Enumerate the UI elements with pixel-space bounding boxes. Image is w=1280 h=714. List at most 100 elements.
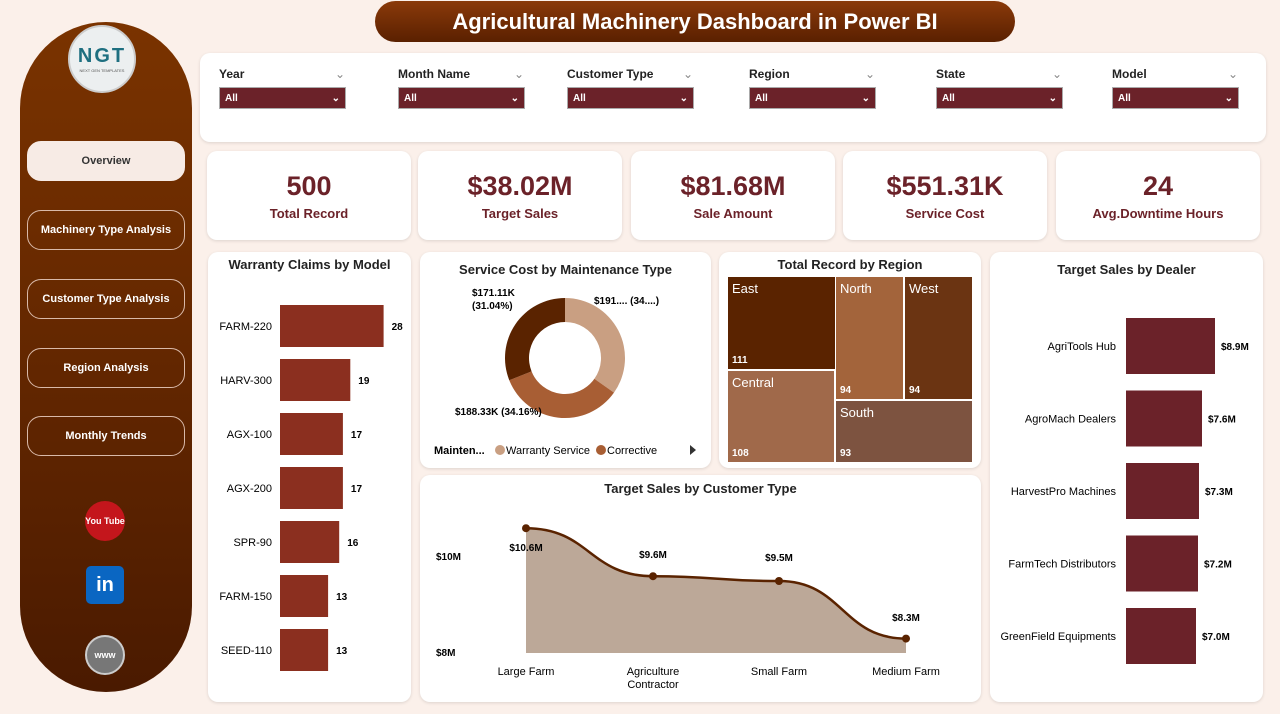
treemap-tile[interactable]: West 94: [905, 277, 972, 399]
chevron-down-icon[interactable]: ⌄: [513, 67, 524, 81]
data-label: 17: [351, 484, 363, 495]
category-label: HARV-300: [220, 375, 272, 387]
treemap-tile[interactable]: South 93: [836, 401, 972, 462]
region-treemap-card: Total Record by Region East 111 North 94 Wes…: [719, 252, 981, 468]
data-label: 19: [358, 376, 370, 387]
chevron-down-icon: ⌄: [679, 92, 688, 104]
warranty-chart-card: Warranty Claims by Model FARM-220 28 HARV-…: [208, 252, 411, 702]
bar[interactable]: [1126, 318, 1215, 374]
youtube-icon[interactable]: You Tube: [85, 501, 125, 541]
bar[interactable]: [1126, 463, 1199, 519]
chevron-down-icon[interactable]: ⌄: [682, 67, 693, 81]
kpi-card: $81.68M Sale Amount: [631, 151, 835, 240]
chart-title: Target Sales by Dealer: [1057, 262, 1196, 277]
kpi-card: $38.02M Target Sales: [418, 151, 622, 240]
nav-monthly-trends[interactable]: Monthly Trends: [27, 416, 185, 456]
bar[interactable]: [1126, 608, 1196, 664]
chevron-down-icon[interactable]: ⌄: [1227, 67, 1238, 81]
data-label: 13: [336, 592, 348, 603]
service-cost-donut: $191.... (34....) $188.33K (34.16%) $171.1…: [434, 288, 696, 457]
filter-dropdown[interactable]: All ⌄: [219, 87, 346, 109]
bar[interactable]: [1126, 390, 1202, 447]
chevron-down-icon[interactable]: ⌄: [334, 67, 345, 81]
tile-label: West: [909, 281, 939, 296]
nav-customer-type-analysis[interactable]: Customer Type Analysis: [27, 279, 185, 319]
bar[interactable]: [1126, 535, 1198, 592]
chart-title: Target Sales by Customer Type: [604, 481, 797, 496]
chevron-down-icon[interactable]: ⌄: [1051, 67, 1062, 81]
filter-dropdown[interactable]: All ⌄: [749, 87, 876, 109]
kpi-value: $551.31K: [886, 170, 1004, 201]
tile-label: Central: [732, 375, 774, 390]
treemap-tile[interactable]: Central 108: [728, 371, 834, 462]
category-label: AGX-200: [227, 483, 272, 495]
data-label: 13: [336, 646, 348, 657]
area-fill: [526, 528, 906, 653]
filter-dropdown[interactable]: All ⌄: [936, 87, 1063, 109]
slice-label: $171.11K: [472, 288, 516, 299]
logo-text: NGT: [77, 45, 127, 67]
tile-label: South: [840, 405, 874, 420]
data-label: $7.0M: [1202, 632, 1230, 643]
category-label: GreenField Equipments: [1000, 631, 1116, 643]
category-label: FarmTech Distributors: [1008, 559, 1116, 571]
kpi-value: 24: [1142, 170, 1174, 201]
donut-slice[interactable]: [504, 298, 565, 381]
kpi-label: Avg.Downtime Hours: [1092, 205, 1224, 221]
nav-region-analysis[interactable]: Region Analysis: [27, 348, 185, 388]
filter-dropdown[interactable]: All ⌄: [1112, 87, 1239, 109]
treemap-tile[interactable]: North 94: [836, 277, 903, 399]
nav-label: Customer Type Analysis: [42, 293, 170, 305]
legend-marker: [495, 445, 505, 455]
treemap-tile[interactable]: East 111: [728, 277, 835, 369]
filter-month-name: Month Name ⌄ All ⌄: [398, 67, 525, 109]
chart-title: Warranty Claims by Model: [228, 257, 391, 272]
dealer-bar-chart: AgriTools Hub $8.9M AgroMach Dealers $7.6M H…: [1000, 318, 1249, 664]
data-label: $7.2M: [1204, 560, 1232, 571]
bar[interactable]: [280, 413, 343, 455]
bar[interactable]: [280, 521, 340, 563]
data-label: 17: [351, 430, 363, 441]
category-label: HarvestPro Machines: [1011, 486, 1117, 498]
customer-type-card: Target Sales by Customer Type $10M $8M $10…: [420, 475, 981, 702]
filter-dropdown[interactable]: All ⌄: [567, 87, 694, 109]
nav-overview[interactable]: Overview: [27, 141, 185, 181]
filter-value: All: [573, 92, 586, 104]
filter-value: All: [225, 92, 238, 104]
globe-icon[interactable]: www: [85, 635, 125, 675]
filter-year: Year ⌄ All ⌄: [219, 67, 346, 109]
nav-machinery-type-analysis[interactable]: Machinery Type Analysis: [27, 210, 185, 250]
data-label: 28: [392, 322, 404, 333]
data-label: $8.3M: [892, 613, 920, 624]
bar[interactable]: [280, 305, 384, 347]
kpi-label: Target Sales: [481, 205, 559, 221]
data-point[interactable]: [775, 577, 783, 585]
filter-model: Model ⌄ All ⌄: [1112, 67, 1239, 109]
category-label: AgroMach Dealers: [1025, 414, 1117, 426]
data-point[interactable]: [902, 634, 910, 643]
data-point[interactable]: [522, 524, 530, 533]
nav-label: Machinery Type Analysis: [40, 224, 172, 236]
dealer-chart-card: Target Sales by Dealer AgriTools Hub $8.9…: [990, 252, 1263, 702]
bar[interactable]: [280, 575, 329, 617]
page-title: Agricultural Machinery Dashboard in Powe…: [375, 1, 1015, 42]
data-label: $8.9M: [1221, 342, 1249, 353]
data-label: $9.5M: [765, 553, 793, 564]
bar[interactable]: [280, 467, 343, 509]
legend-title: Mainten...: [434, 445, 485, 457]
legend-next-arrow[interactable]: [690, 445, 696, 455]
donut-slice[interactable]: [565, 298, 625, 393]
donut-slice[interactable]: [509, 371, 614, 418]
tile-value: 94: [909, 385, 921, 396]
warranty-bar-chart: FARM-220 28 HARV-300 19 AGX-100 17 AGX-200 17 SP…: [219, 305, 404, 671]
filter-dropdown[interactable]: All ⌄: [398, 87, 525, 109]
category-label: FARM-220: [219, 321, 272, 333]
chevron-down-icon[interactable]: ⌄: [864, 67, 875, 81]
bar[interactable]: [280, 359, 351, 401]
bar[interactable]: [280, 629, 329, 671]
data-point[interactable]: [649, 572, 657, 581]
filter-region: Region ⌄ All ⌄: [749, 67, 876, 109]
filter-label: Month Name: [398, 67, 470, 81]
linkedin-icon[interactable]: in: [86, 566, 124, 604]
series-line: [525, 526, 907, 640]
